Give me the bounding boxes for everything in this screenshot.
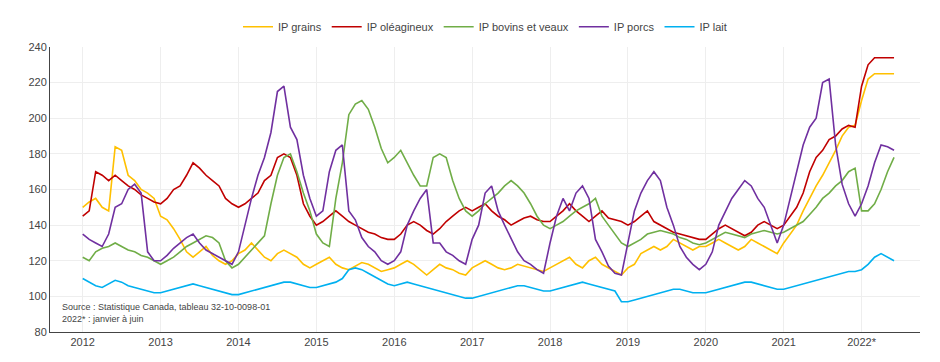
svg-text:200: 200 [28, 112, 46, 124]
svg-text:80: 80 [35, 326, 47, 338]
svg-text:2015: 2015 [304, 336, 328, 348]
svg-text:IP porcs: IP porcs [614, 21, 655, 33]
svg-text:IP lait: IP lait [700, 21, 727, 33]
svg-text:220: 220 [28, 76, 46, 88]
svg-text:2014: 2014 [226, 336, 250, 348]
svg-text:2020: 2020 [694, 336, 718, 348]
svg-text:IP bovins et veaux: IP bovins et veaux [479, 21, 569, 33]
svg-text:240: 240 [28, 41, 46, 53]
svg-text:120: 120 [28, 255, 46, 267]
svg-text:Source : Statistique Canada, t: Source : Statistique Canada, tableau 32-… [62, 302, 270, 324]
svg-text:140: 140 [28, 219, 46, 231]
svg-text:2019: 2019 [616, 336, 640, 348]
svg-text:2012: 2012 [70, 336, 94, 348]
svg-text:IP grains: IP grains [278, 21, 322, 33]
svg-text:2016: 2016 [382, 336, 406, 348]
svg-text:IP oléagineux: IP oléagineux [367, 21, 434, 33]
svg-text:2013: 2013 [148, 336, 172, 348]
svg-text:2018: 2018 [538, 336, 562, 348]
svg-text:2021: 2021 [771, 336, 795, 348]
svg-text:2022*: 2022* [847, 336, 876, 348]
svg-text:160: 160 [28, 183, 46, 195]
svg-text:180: 180 [28, 148, 46, 160]
svg-text:100: 100 [28, 290, 46, 302]
svg-text:2017: 2017 [460, 336, 484, 348]
